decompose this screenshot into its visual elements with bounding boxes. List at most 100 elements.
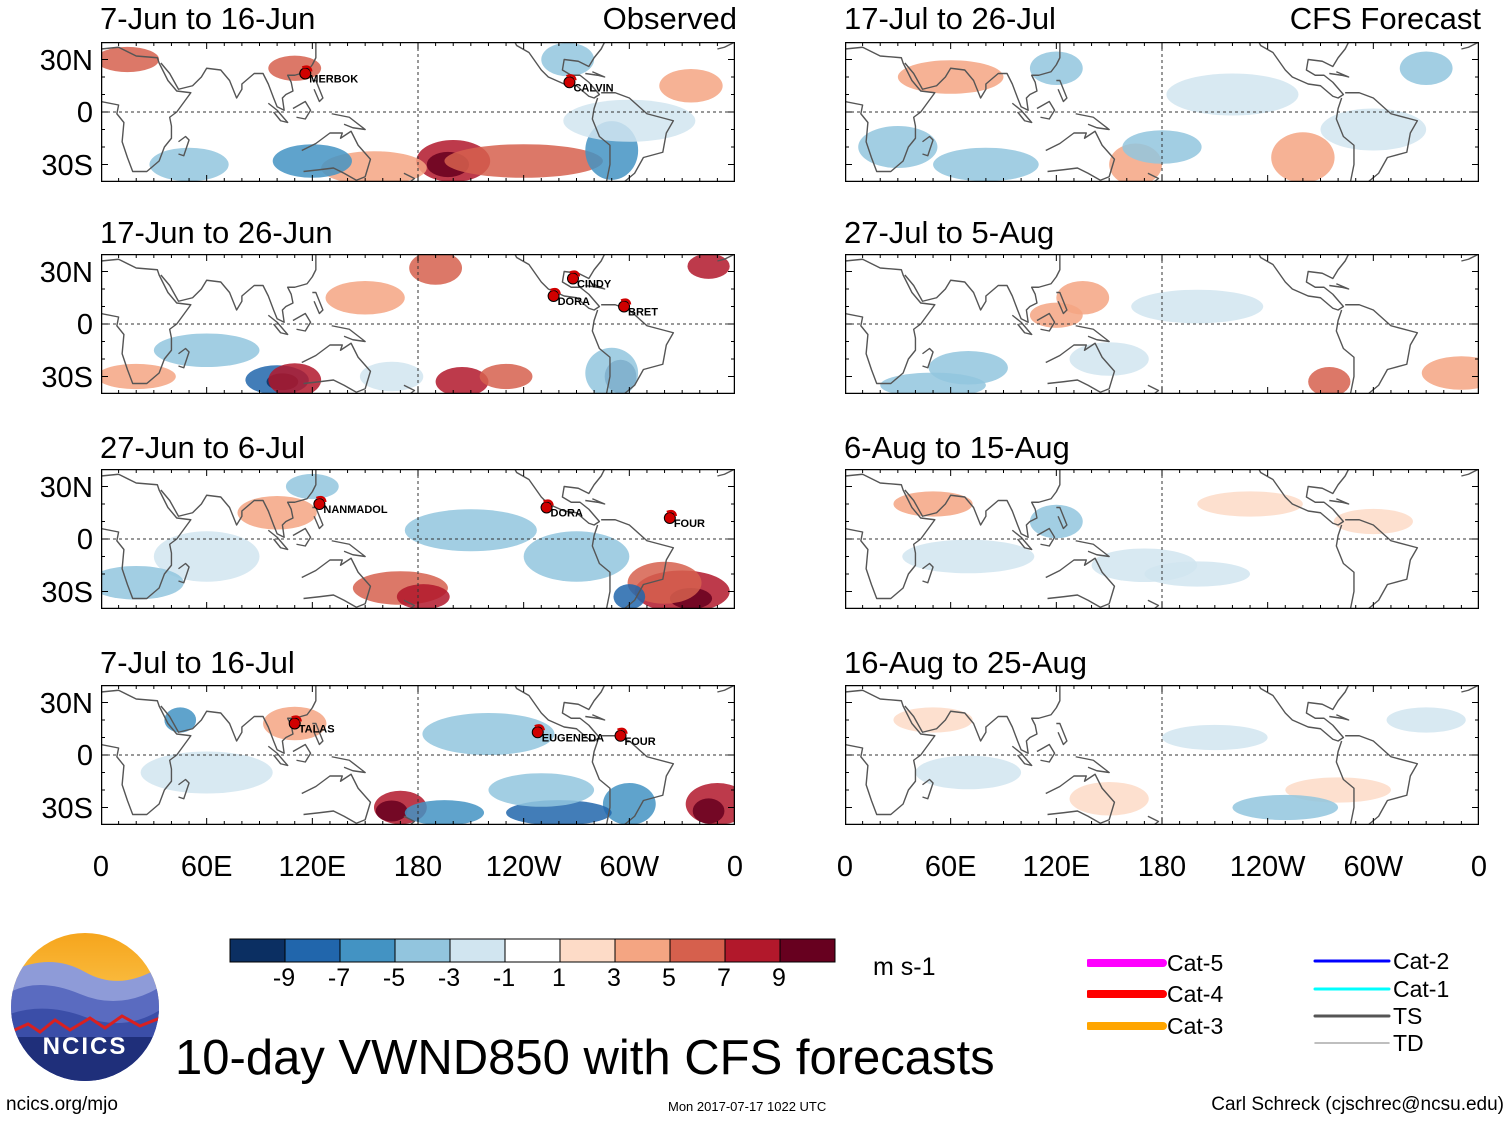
coastline	[1335, 304, 1419, 394]
storm-marker: DORA	[540, 499, 583, 520]
anomaly-blob	[1144, 561, 1251, 587]
logo-text: NCICS	[43, 1033, 128, 1060]
storm-symbol-icon	[618, 300, 631, 313]
anomaly-blob	[1421, 356, 1479, 390]
map-panel	[845, 254, 1479, 394]
colorbar-label: 9	[772, 964, 786, 992]
lon-tick-label: 60E	[924, 851, 977, 883]
coastline	[591, 519, 675, 609]
coastline	[301, 557, 372, 608]
storm-marker: FOUR	[663, 509, 705, 530]
storm-marker: CINDY	[566, 270, 612, 291]
panel-title: 27-Jul to 5-Aug	[844, 215, 1055, 250]
map-frame	[101, 42, 735, 182]
coastline	[178, 778, 190, 800]
storm-marker: EUGENEDA	[531, 724, 604, 744]
anomaly-blob	[1333, 508, 1413, 535]
map-panel: TALAS EUGENEDA FOUR	[101, 685, 735, 825]
coastline	[1147, 815, 1160, 825]
coastline	[403, 599, 416, 609]
anomaly-blob	[915, 755, 1022, 790]
anomaly-blob	[1029, 504, 1083, 539]
coastline	[922, 562, 934, 584]
colorbar-label: 1	[552, 964, 566, 992]
storm-label: FOUR	[674, 518, 705, 530]
storm-symbol-icon	[288, 717, 301, 730]
anomaly-blob	[563, 99, 696, 142]
panel-title: 6-Aug to 15-Aug	[844, 430, 1070, 465]
coastline	[1335, 519, 1419, 609]
coastline	[1461, 469, 1479, 477]
legend-label: Cat-5	[1167, 950, 1224, 976]
coastline	[331, 756, 366, 774]
coastline	[1258, 469, 1350, 526]
coastline	[292, 527, 312, 547]
coastline	[1329, 498, 1350, 505]
coastline	[591, 92, 675, 182]
coastline	[1335, 735, 1419, 825]
legend-swatch	[1087, 990, 1167, 998]
coastline	[178, 562, 190, 584]
storm-label: MERBOK	[309, 74, 358, 86]
lon-tick-label: 60W	[599, 851, 660, 883]
coastline	[1011, 529, 1033, 551]
anomaly-blob	[404, 509, 537, 552]
storm-marker: NANMADOL	[313, 495, 388, 516]
lat-tick-label: 30N	[39, 471, 93, 504]
map-panel	[845, 685, 1479, 825]
coastline	[1075, 113, 1110, 131]
lon-tick-label: 180	[1137, 851, 1187, 883]
anomaly-blob	[153, 531, 260, 582]
lat-tick-label: 0	[76, 97, 93, 129]
anomaly-blob	[1197, 491, 1303, 517]
coastline	[267, 314, 289, 336]
storm-symbol-icon	[313, 498, 326, 510]
coastline	[101, 473, 192, 600]
storm-swirl-icon	[566, 74, 577, 81]
legend-label: Cat-4	[1167, 981, 1224, 1007]
footer-url: ncics.org/mjo	[6, 1094, 118, 1115]
coastline	[717, 685, 735, 693]
anomaly-blob	[149, 147, 229, 182]
lon-tick-label: 60E	[180, 851, 233, 883]
coastline	[101, 46, 192, 173]
anomaly-blob	[602, 783, 656, 825]
anomaly-blob	[272, 144, 352, 178]
coastline	[585, 71, 606, 78]
coastline	[1056, 506, 1068, 530]
lat-tick-label: 0	[76, 524, 93, 556]
coastline	[1036, 312, 1056, 332]
coastline	[845, 685, 1061, 754]
map-panel: CINDY DORA BRET	[101, 254, 735, 394]
anomaly-blob	[897, 60, 1004, 94]
lat-tick-label: 30S	[41, 576, 93, 609]
panel-tag: Observed	[602, 1, 737, 36]
coastline	[312, 79, 324, 103]
colorbar-swatches	[229, 938, 836, 963]
coastline	[312, 291, 324, 315]
storm-label: DORA	[558, 296, 590, 308]
coastline	[1045, 342, 1116, 393]
storm-swirl-icon	[291, 715, 302, 722]
coastline	[267, 102, 289, 124]
anomaly-blob	[422, 713, 555, 755]
anomaly-blob	[268, 363, 322, 394]
storm-symbol-icon	[299, 67, 312, 80]
coastline	[514, 254, 606, 311]
storm-marker: FOUR	[614, 727, 656, 748]
anomaly-blob	[488, 773, 595, 807]
coastline	[1075, 540, 1110, 558]
map-frame	[101, 685, 735, 825]
coastline	[101, 258, 192, 385]
anomaly-blob	[101, 565, 184, 600]
coastline	[1147, 384, 1160, 394]
storm-swirl-icon	[301, 65, 313, 72]
lon-tick-label: 120E	[278, 851, 347, 883]
anomaly-blob	[375, 800, 408, 822]
storm-symbol-icon	[540, 501, 553, 514]
coastline	[178, 347, 190, 369]
storm-label: BRET	[628, 307, 658, 319]
storm-swirl-icon	[550, 287, 561, 295]
anomaly-blob	[359, 361, 424, 392]
coastline	[845, 258, 936, 385]
